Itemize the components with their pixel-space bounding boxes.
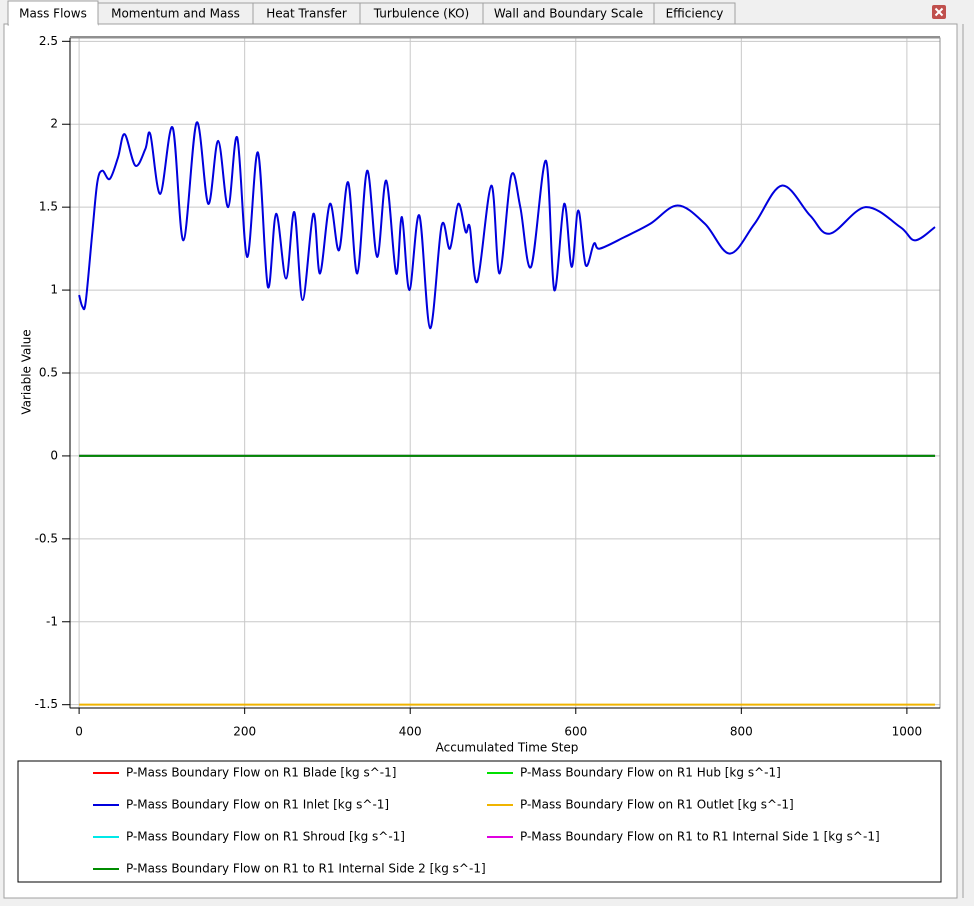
- y-tick-label: 1: [50, 283, 58, 297]
- y-tick-label: 2: [50, 117, 58, 131]
- legend-entries: P-Mass Boundary Flow on R1 Blade [kg s^-…: [93, 766, 880, 876]
- close-button[interactable]: [932, 5, 946, 19]
- x-tick-label: 200: [233, 725, 256, 739]
- tab-label[interactable]: Wall and Boundary Scale: [494, 7, 643, 21]
- tab-label[interactable]: Efficiency: [666, 7, 724, 21]
- tab[interactable]: [653, 2, 736, 25]
- legend-label: P-Mass Boundary Flow on R1 Outlet [kg s^…: [520, 798, 794, 812]
- legend-label: P-Mass Boundary Flow on R1 Inlet [kg s^-…: [126, 798, 389, 812]
- x-tick-label: 400: [399, 725, 422, 739]
- legend: [17, 760, 942, 883]
- y-tick-label: -1.5: [35, 697, 58, 711]
- tab-label[interactable]: Momentum and Mass: [111, 7, 240, 21]
- series-line: [78, 121, 936, 330]
- y-tick-label: 2.5: [39, 34, 58, 48]
- x-tick-label: 1000: [892, 725, 923, 739]
- x-tick-label: 800: [730, 725, 753, 739]
- x-tick-label: 0: [75, 725, 83, 739]
- y-tick-label: 0.5: [39, 366, 58, 380]
- tab-label[interactable]: Turbulence (KO): [373, 7, 469, 21]
- legend-label: P-Mass Boundary Flow on R1 to R1 Interna…: [520, 830, 880, 844]
- y-tick-label: -0.5: [35, 531, 58, 545]
- legend-label: P-Mass Boundary Flow on R1 Blade [kg s^-…: [126, 766, 396, 780]
- legend-label: P-Mass Boundary Flow on R1 Hub [kg s^-1]: [520, 766, 781, 780]
- y-tick-label: 1.5: [39, 200, 58, 214]
- y-axis-label: Variable Value: [20, 329, 34, 414]
- y-tick-label: -1: [46, 614, 58, 628]
- tab-bar: Mass Flows Momentum and Mass Heat Transfer…: [7, 0, 736, 26]
- tab-panel: [3, 23, 958, 899]
- legend-label: P-Mass Boundary Flow on R1 to R1 Interna…: [126, 862, 486, 876]
- legend-label: P-Mass Boundary Flow on R1 Shroud [kg s^…: [126, 830, 405, 844]
- tab-join: [9, 23, 98, 26]
- close-cross: [934, 7, 944, 17]
- x-tick-label: 600: [564, 725, 587, 739]
- plot: 2.5 2 1.5 1 0.5 0 -0.5 -1 -1.5 0 200 400 600 800 1000: [35, 34, 941, 739]
- x-axis-label: Accumulated Time Step: [436, 741, 579, 755]
- tab-label[interactable]: Mass Flows: [19, 7, 87, 21]
- tab-label[interactable]: Heat Transfer: [266, 7, 347, 21]
- y-tick-label: 0: [50, 448, 58, 462]
